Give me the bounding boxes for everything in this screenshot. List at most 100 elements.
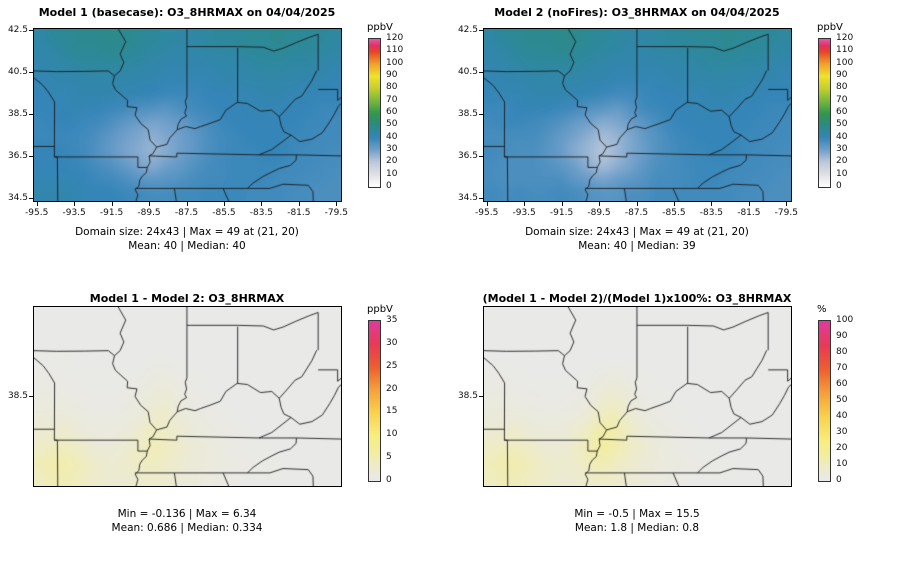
panel-difference: Model 1 - Model 2: O3_8HRMAX ppbV 0 5 10 15… <box>0 280 450 561</box>
colorbar-tick-label: 10 <box>836 459 848 469</box>
x-tick-mark <box>186 202 188 206</box>
x-tick-mark <box>111 202 113 206</box>
colorbar-tick-label: 90 <box>836 331 848 341</box>
y-tick-label: 42.5 <box>7 25 28 36</box>
x-tick-mark <box>36 202 38 206</box>
x-tick-label: -85.5 <box>212 208 236 218</box>
colorbar-tick-label: 30 <box>836 144 848 154</box>
x-tick-label: -79.5 <box>774 208 798 218</box>
x-tick-mark <box>486 202 488 206</box>
colorbar-tick-label: 100 <box>836 315 854 325</box>
colorbar-tick-label: 40 <box>836 411 848 421</box>
y-tick-mark <box>29 197 33 199</box>
x-tick-mark <box>298 202 300 206</box>
y-tick-label: 40.5 <box>7 67 28 78</box>
colorbar: ppbV 0 5 10 15 20 25 30 35 <box>366 304 446 514</box>
colorbar-tick-label: 20 <box>386 383 398 394</box>
y-tick-label: 34.5 <box>457 192 478 203</box>
x-tick-mark <box>786 202 788 206</box>
stats-line-2: Mean: 1.8 | Median: 0.8 <box>574 521 700 534</box>
y-tick-mark <box>479 72 483 74</box>
x-tick-label: -91.5 <box>99 208 124 218</box>
colorbar-tick-label: 70 <box>836 94 848 105</box>
stats-block: Domain size: 24x43 | Max = 49 at (21, 20… <box>450 226 824 253</box>
x-tick-label: -87.5 <box>174 208 199 218</box>
colorbar-tick-label: 80 <box>836 347 848 357</box>
y-tick-mark <box>479 114 483 115</box>
colorbar-tick-label: 0 <box>386 181 392 191</box>
colorbar-tick-label: 50 <box>836 119 848 130</box>
y-tick-mark <box>479 30 483 32</box>
colorbar-tick-label: 10 <box>386 168 398 179</box>
colorbar-tick-label: 40 <box>386 131 398 142</box>
colorbar-gradient <box>368 320 381 482</box>
x-tick-mark <box>748 202 750 206</box>
colorbar-tick-label: 20 <box>836 156 848 167</box>
x-tick-label: -89.5 <box>587 208 611 218</box>
y-tick-label: 36.5 <box>457 150 478 161</box>
y-tick-label: 42.5 <box>457 25 478 36</box>
colorbar-gradient <box>818 38 831 188</box>
map-canvas-percent-difference <box>483 306 792 487</box>
stats-block: Domain size: 24x43 | Max = 49 at (21, 20… <box>0 226 374 253</box>
colorbar-tick-label: 60 <box>386 107 398 117</box>
panel-title: Model 1 - Model 2: O3_8HRMAX <box>89 292 285 305</box>
colorbar-tick-label: 60 <box>836 107 848 117</box>
y-tick-label: 40.5 <box>457 67 478 78</box>
colorbar-tick-label: 40 <box>836 131 848 142</box>
x-tick-mark <box>711 202 713 206</box>
x-tick-mark <box>149 202 151 206</box>
stats-block: Min = -0.136 | Max = 6.34 Mean: 0.686 | … <box>0 508 374 535</box>
colorbar-gradient <box>368 38 381 188</box>
x-tick-label: -83.5 <box>699 208 724 218</box>
y-tick-mark <box>29 30 33 32</box>
map-canvas-model2 <box>483 28 792 202</box>
stats-line-2: Mean: 40 | Median: 40 <box>128 239 246 252</box>
colorbar-tick-label: 30 <box>386 337 398 348</box>
colorbar: ppbV 0 10 20 30 40 50 60 70 80 90 100 110 120 <box>366 22 446 232</box>
y-tick-label: 38.5 <box>7 390 28 401</box>
colorbar-tick-label: 100 <box>836 57 854 68</box>
stats-line-2: Mean: 0.686 | Median: 0.334 <box>111 521 263 534</box>
x-tick-mark <box>74 202 76 206</box>
colorbar-tick-label: 20 <box>836 443 848 453</box>
x-tick-label: -91.5 <box>549 208 574 218</box>
colorbar-tick-label: 80 <box>836 82 848 93</box>
panel-title: Model 2 (noFires): O3_8HRMAX on 04/04/20… <box>494 6 780 19</box>
colorbar-gradient <box>818 320 831 482</box>
panel-model2: Model 2 (noFires): O3_8HRMAX on 04/04/20… <box>450 0 900 280</box>
colorbar-tick-label: 20 <box>386 156 398 167</box>
colorbar-tick-label: 5 <box>386 452 392 463</box>
colorbar-tick-label: 70 <box>836 363 848 373</box>
colorbar-tick-label: 90 <box>836 70 848 80</box>
colorbar-tick-label: 35 <box>386 315 398 325</box>
colorbar-tick-label: 50 <box>386 119 398 130</box>
y-tick-mark <box>479 155 483 157</box>
stats-line-1: Domain size: 24x43 | Max = 49 at (21, 20… <box>525 226 749 238</box>
stats-block: Min = -0.5 | Max = 15.5 Mean: 1.8 | Medi… <box>450 508 824 535</box>
panel-title: (Model 1 - Model 2)/(Model 1)x100%: O3_8… <box>482 292 792 305</box>
panel-title: Model 1 (basecase): O3_8HRMAX on 04/04/2… <box>38 6 336 19</box>
x-tick-label: -95.5 <box>25 208 49 218</box>
x-tick-label: -83.5 <box>249 208 274 218</box>
x-tick-label: -81.5 <box>287 208 311 218</box>
x-tick-mark <box>599 202 601 206</box>
stats-line-2: Mean: 40 | Median: 39 <box>578 239 696 252</box>
x-tick-label: -85.5 <box>662 208 686 218</box>
colorbar-unit-label: % <box>817 304 827 315</box>
y-tick-mark <box>29 155 33 157</box>
colorbar-tick-label: 10 <box>836 168 848 179</box>
colorbar-tick-label: 100 <box>386 57 404 68</box>
x-tick-label: -89.5 <box>137 208 161 218</box>
y-tick-label: 36.5 <box>7 150 28 161</box>
y-tick-mark <box>29 395 33 397</box>
x-tick-mark <box>524 202 526 206</box>
colorbar-tick-label: 30 <box>386 144 398 154</box>
colorbar-tick-label: 15 <box>386 406 398 417</box>
map-canvas-difference <box>33 306 342 487</box>
x-tick-label: -93.5 <box>62 208 86 218</box>
colorbar-tick-label: 30 <box>836 427 848 437</box>
panel-percent-difference: (Model 1 - Model 2)/(Model 1)x100%: O3_8… <box>450 280 900 561</box>
x-tick-mark <box>223 202 225 206</box>
